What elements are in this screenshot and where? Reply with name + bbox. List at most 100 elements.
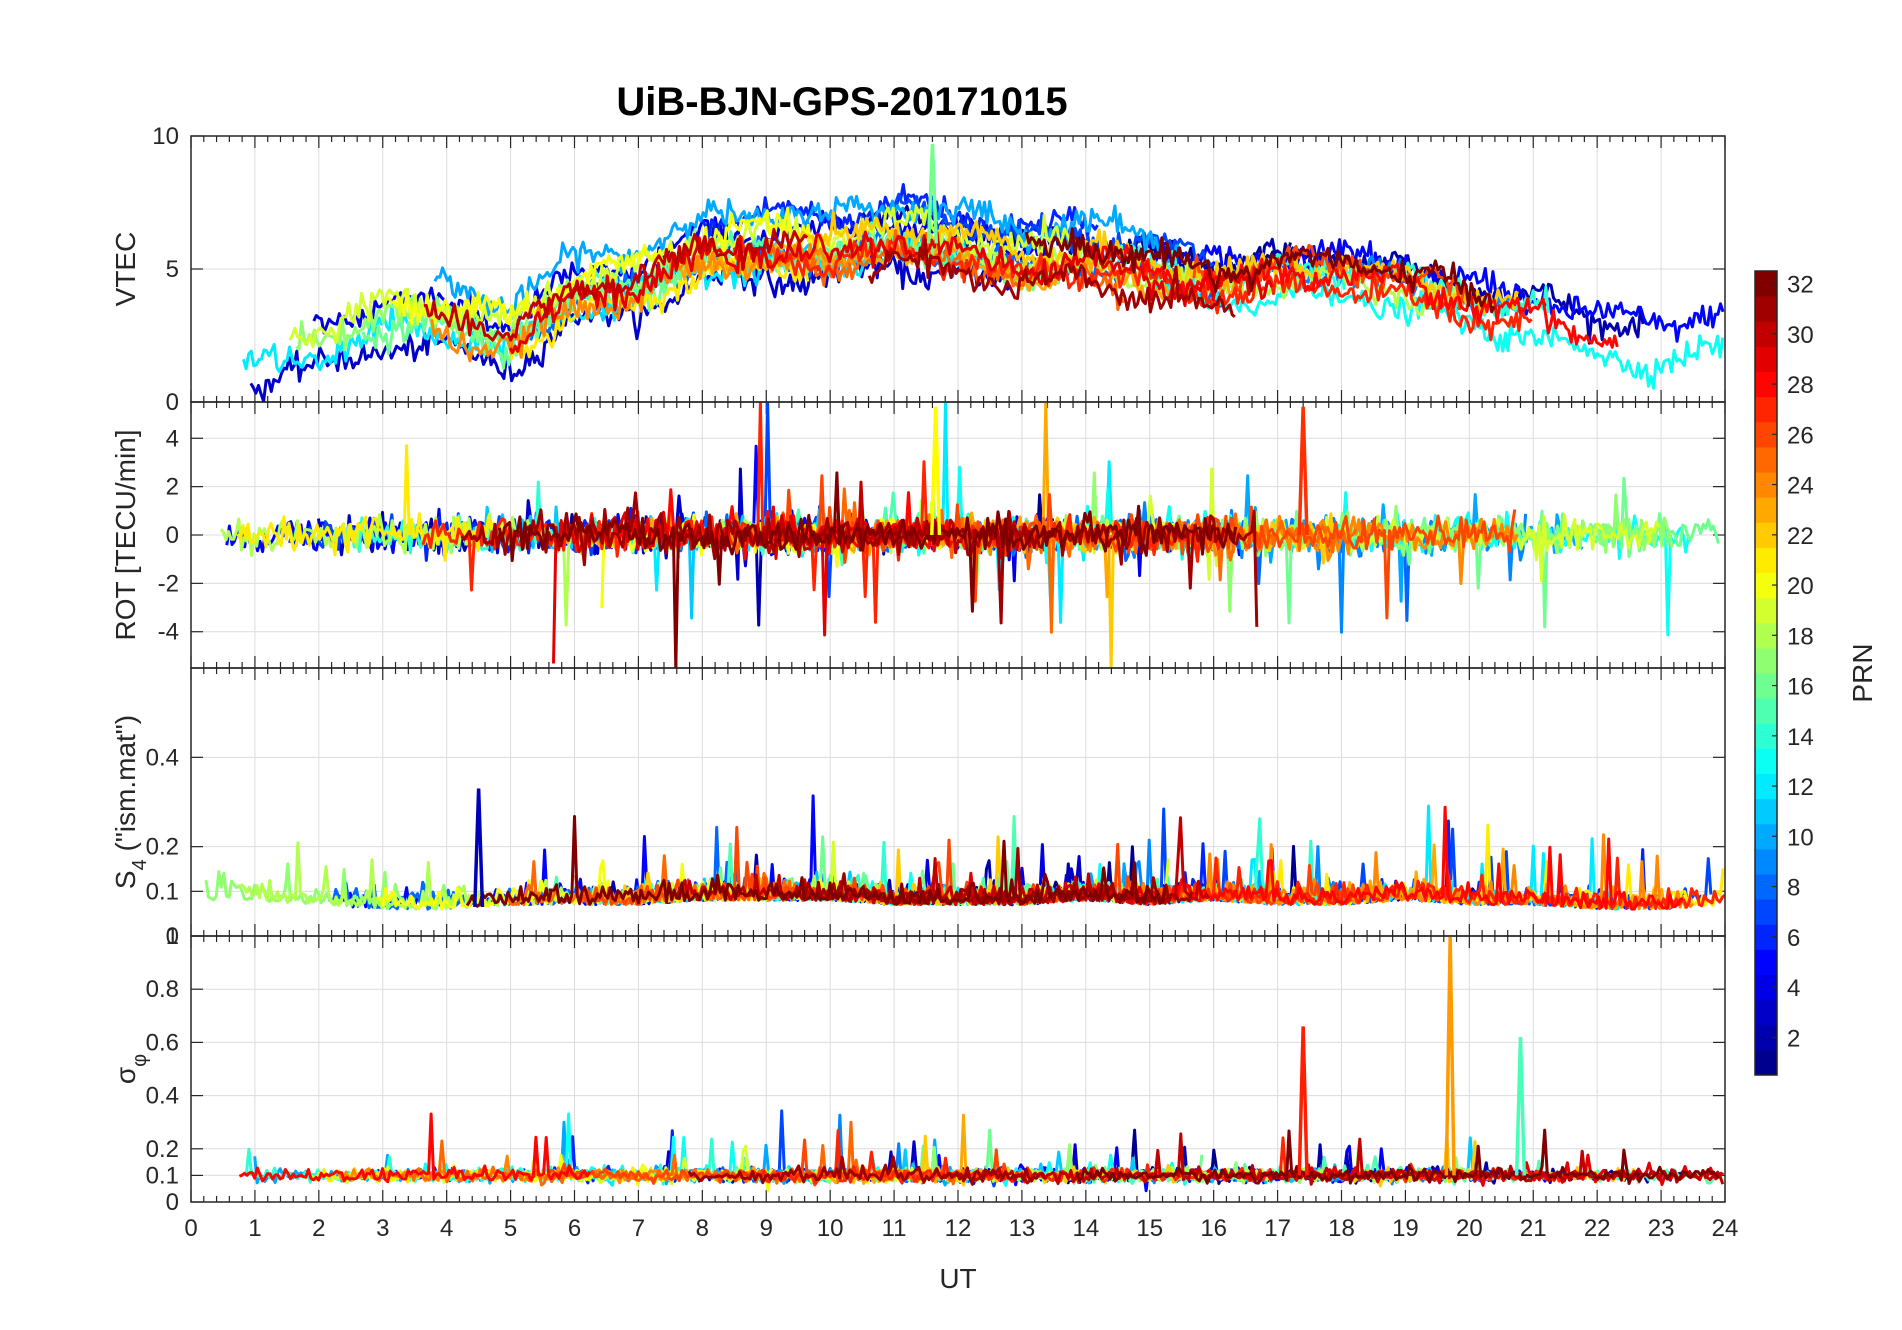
x-tick-label: 18 [1328,1215,1355,1242]
series-line-prn-23 [552,402,1216,599]
colorbar-swatch [1755,1049,1777,1076]
x-axis: 0 1 2 3 4 5 6 7 8 9 10 11 12 13 14 15 16 17 18 19 20 21 22 23 24 [184,1215,1738,1242]
colorbar-tick-label: 10 [1787,824,1814,851]
y-tick-label: 0.1 [146,1162,179,1189]
x-tick-label: 22 [1584,1215,1611,1242]
colorbar-swatch [1755,848,1777,875]
colorbar-tick-label: 28 [1787,372,1814,399]
x-tick-label: 8 [696,1215,709,1242]
colorbar-label: PRN [1847,643,1878,702]
series-line-prn-23 [667,231,1241,304]
y-tick-label: 0.1 [146,878,179,905]
series-line-prn-30 [423,227,809,342]
x-tick-label: 20 [1456,1215,1483,1242]
y-tick-label: 0.8 [146,976,179,1003]
colorbar-swatch [1755,497,1777,523]
colorbar-swatch [1755,773,1777,800]
colorbar-swatch [1755,673,1777,699]
colorbar-tick-label: 2 [1787,1025,1800,1052]
colorbar-swatch [1755,522,1777,548]
colorbar-swatch [1755,974,1777,1001]
x-tick-label: 16 [1200,1215,1227,1242]
x-tick-label: 24 [1712,1215,1739,1242]
colorbar-swatch [1755,823,1777,850]
x-tick-label: 11 [882,1215,907,1242]
x-tick-label: 5 [504,1215,517,1242]
series-line-prn-32 [1075,1128,1720,1185]
y-tick-label: 10 [152,123,179,150]
peak-mark [1514,1037,1527,1176]
x-tick-label: 23 [1648,1215,1675,1242]
colorbar-swatch [1755,622,1777,649]
colorbar-tick-label: 24 [1787,473,1814,500]
colorbar-tick-label: 6 [1787,925,1800,952]
series-line-prn-32 [465,815,1167,908]
colorbar-swatch [1755,798,1777,825]
colorbar-swatch [1755,1024,1777,1051]
x-axis-label: UT [939,1263,976,1294]
peak-mark [930,406,942,536]
colorbar-swatch [1755,723,1777,749]
series-line-prn-17 [204,862,483,911]
peak-mark [1297,406,1309,536]
x-tick-label: 4 [440,1215,453,1242]
colorbar-swatch [1755,698,1777,724]
x-tick-label: 15 [1136,1215,1163,1242]
x-tick-label: 7 [632,1215,645,1242]
panel-rot: -4 -2 0 2 4 ROT [TECU/min] [110,401,1726,669]
y-tick-label: 0 [166,923,179,950]
panel-s4: 0 0.1 0.2 0.4S4 ("ism.mat") [110,667,1726,950]
colorbar-swatch [1755,321,1777,347]
series-line-prn-32 [1024,227,1496,314]
y-axis-label: S4 ("ism.mat") [110,715,151,889]
y-tick-label: 2 [166,474,179,501]
y-tick-label: 4 [166,425,179,452]
colorbar-swatch [1755,421,1777,448]
x-tick-label: 2 [312,1215,325,1242]
colorbar-swatch [1755,472,1777,498]
y-tick-label: -2 [158,570,179,597]
panel-frame [190,935,1726,1203]
series-line-prn-12 [624,402,1274,624]
colorbar-swatch [1755,924,1777,950]
x-tick-label: 19 [1392,1215,1419,1242]
colorbar-swatch [1755,899,1777,925]
series-line-prn-31 [460,491,1259,627]
series-line-prn-16 [1075,476,1720,629]
peak-mark [1444,936,1456,1176]
colorbar-tick-label: 32 [1787,272,1814,299]
colorbar-swatch [1755,547,1777,573]
y-tick-label: 1 [166,923,179,950]
x-tick-label: 10 [817,1215,844,1242]
y-tick-label: 0 [166,522,179,549]
y-axis-label: ROT [TECU/min] [110,429,141,640]
colorbar-tick-label: 14 [1787,724,1814,751]
x-tick-label: 14 [1072,1215,1099,1242]
x-tick-label: 21 [1520,1215,1547,1242]
y-axis-label: VTEC [110,232,141,307]
colorbar-swatch [1755,296,1777,322]
colorbar-tick-label: 26 [1787,422,1814,449]
x-tick-label: 0 [184,1215,197,1242]
colorbar-swatch [1755,346,1777,372]
peak-mark [1297,1026,1309,1176]
x-tick-label: 13 [1009,1215,1036,1242]
peak-mark [926,143,939,244]
colorbar-tick-label: 20 [1787,573,1814,600]
x-tick-label: 3 [376,1215,389,1242]
panel-vtec: 0 5 10 VTEC [110,123,1726,416]
colorbar-swatch [1755,748,1777,774]
colorbar-tick-label: 30 [1787,322,1814,349]
peak-mark [473,788,485,908]
series-line-prn-32 [497,471,1238,668]
colorbar-swatch [1755,446,1777,473]
colorbar-tick-label: 12 [1787,774,1814,801]
colorbar-tick-label: 22 [1787,523,1814,550]
y-tick-label: 0.6 [146,1029,179,1056]
y-tick-label: 5 [166,256,179,283]
colorbar-swatch [1755,572,1777,599]
series-group-vtec [242,143,1725,402]
